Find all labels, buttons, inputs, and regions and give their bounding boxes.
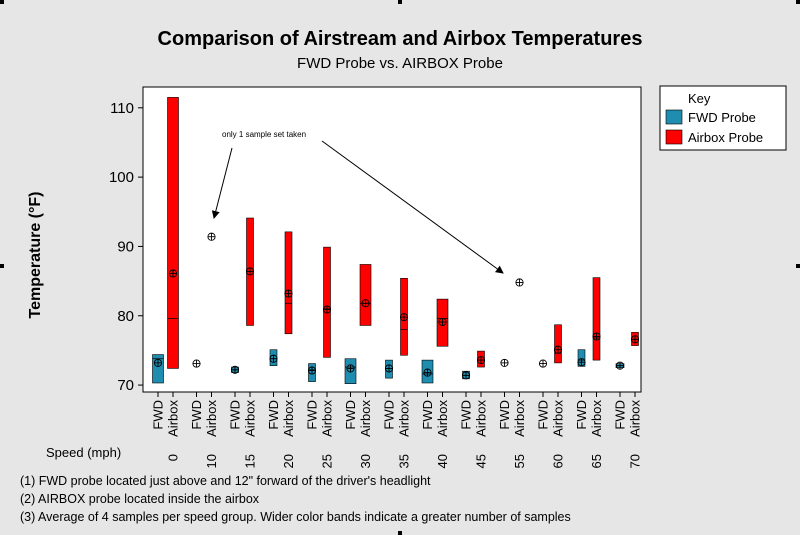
speed-labels: 0 10 15 20 25 30 35 40 45 55 60 65 70 xyxy=(166,454,643,468)
y-tick-label: 110 xyxy=(110,100,134,117)
x-category-label: Airbox xyxy=(397,400,412,437)
x-category-label: Airbox xyxy=(243,400,258,437)
x-category-label: Airbox xyxy=(281,400,296,437)
annotation-arrows xyxy=(211,140,504,274)
legend-swatch xyxy=(665,109,683,125)
airbox-bar xyxy=(167,97,179,369)
x-category-label: Airbox xyxy=(512,400,527,437)
legend-label: FWD Probe xyxy=(688,110,756,125)
chart-title: Comparison of Airstream and Airbox Tempe… xyxy=(158,28,643,50)
airbox-bar xyxy=(359,264,372,326)
y-tick-label: 90 xyxy=(117,238,134,255)
edge-mark xyxy=(0,0,4,4)
speed-value-label: 60 xyxy=(551,454,566,468)
annotation-arrow xyxy=(211,147,233,219)
plot-area xyxy=(142,86,642,393)
speed-value-label: 45 xyxy=(474,454,489,468)
speed-value-label: 35 xyxy=(397,454,412,468)
x-category-label: FWD xyxy=(343,400,358,430)
x-category-label: Airbox xyxy=(204,400,219,437)
x-category-label: FWD xyxy=(228,400,243,430)
x-category-label: FWD xyxy=(151,400,166,430)
speed-value-label: 40 xyxy=(435,454,450,468)
group-axis-label: Speed (mph) xyxy=(46,445,121,460)
speed-value-label: 15 xyxy=(243,454,258,468)
annotation-arrow xyxy=(321,140,504,274)
speed-value-label: 55 xyxy=(512,454,527,468)
x-category-label: FWD xyxy=(305,400,320,430)
legend-title: Key xyxy=(688,91,711,106)
legend-swatch xyxy=(665,129,683,145)
x-category-label: FWD xyxy=(420,400,435,430)
speed-value-label: 10 xyxy=(204,454,219,468)
legend: Key FWD Probe Airbox Probe xyxy=(659,85,787,151)
x-category-label: FWD xyxy=(497,400,512,430)
y-axis: 70 80 90 100 110 xyxy=(109,100,143,394)
chart-subtitle: FWD Probe vs. AIRBOX Probe xyxy=(297,55,503,72)
speed-value-label: 20 xyxy=(281,454,296,468)
data-marks xyxy=(152,97,640,384)
x-category-label: FWD xyxy=(189,400,204,430)
footnote: (1) FWD probe located just above and 12"… xyxy=(20,474,431,488)
airbox-bar xyxy=(592,277,601,361)
legend-label: Airbox Probe xyxy=(688,130,763,145)
x-category-label: Airbox xyxy=(166,400,181,437)
edge-mark xyxy=(398,531,402,535)
fwd-bar xyxy=(577,349,586,367)
x-category-label: Airbox xyxy=(551,400,566,437)
edge-mark xyxy=(398,0,402,4)
speed-value-label: 70 xyxy=(628,454,643,468)
y-tick-label: 80 xyxy=(117,308,134,325)
x-category-label: FWD xyxy=(574,400,589,430)
fwd-bar xyxy=(152,354,164,384)
edge-mark xyxy=(796,264,800,268)
x-category-label: FWD xyxy=(266,400,281,430)
x-category-label: FWD xyxy=(382,400,397,430)
x-category-label: Airbox xyxy=(589,400,604,437)
speed-value-label: 0 xyxy=(166,454,181,461)
y-tick-label: 70 xyxy=(117,377,134,394)
speed-value-label: 25 xyxy=(320,454,335,468)
y-tick-label: 100 xyxy=(109,169,134,186)
x-category-label: FWD xyxy=(536,400,551,430)
x-category-label: Airbox xyxy=(628,400,643,437)
airbox-bar xyxy=(284,231,293,335)
speed-value-label: 65 xyxy=(589,454,604,468)
footnote: (3) Average of 4 samples per speed group… xyxy=(20,510,571,524)
x-category-label: Airbox xyxy=(358,400,373,437)
edge-mark xyxy=(796,0,800,4)
x-axis: FWD Airbox FWD Airbox FWD Airbox FWD Airbox FWD A… xyxy=(151,392,643,437)
x-category-label: Airbox xyxy=(474,400,489,437)
x-category-label: FWD xyxy=(613,400,628,430)
x-category-label: Airbox xyxy=(435,400,450,437)
x-category-label: Airbox xyxy=(320,400,335,437)
y-axis-label: Temperature (°F) xyxy=(27,191,44,318)
x-category-label: FWD xyxy=(459,400,474,430)
airbox-bar xyxy=(554,324,562,364)
footnotes: (1) FWD probe located just above and 12"… xyxy=(20,474,571,524)
airbox-bar xyxy=(323,246,331,358)
footnote: (2) AIRBOX probe located inside the airb… xyxy=(20,492,260,506)
speed-value-label: 30 xyxy=(358,454,373,468)
edge-mark xyxy=(0,264,4,268)
annotation-text: only 1 sample set taken xyxy=(222,130,306,139)
